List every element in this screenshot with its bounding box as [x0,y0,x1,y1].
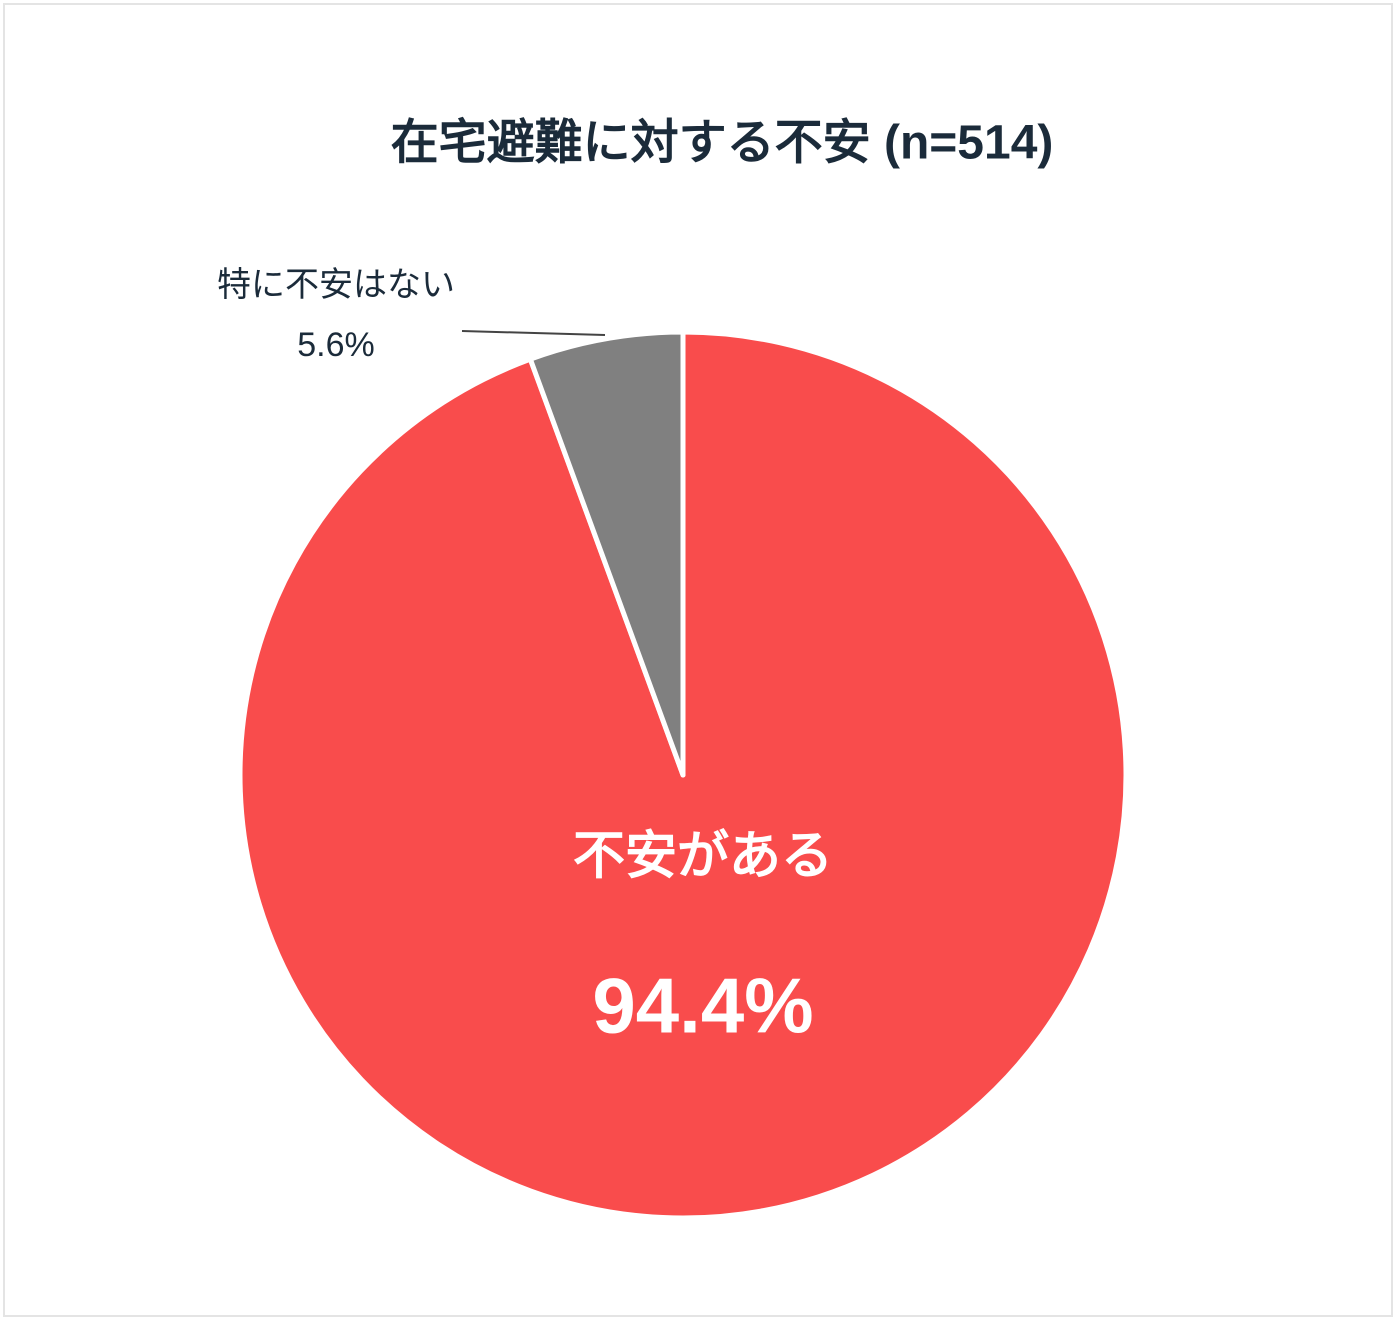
value-label: 94.4% [592,962,813,1050]
slice-label: 不安がある [573,828,833,886]
chart-title: 在宅避難に対する不安 (n=514) [391,117,1054,170]
leader-line [461,330,606,336]
slice-label: 特に不安はない [217,266,455,304]
pie-slice [527,329,686,778]
value-label: 5.6% [297,326,375,364]
pie-slice [237,329,1129,1221]
